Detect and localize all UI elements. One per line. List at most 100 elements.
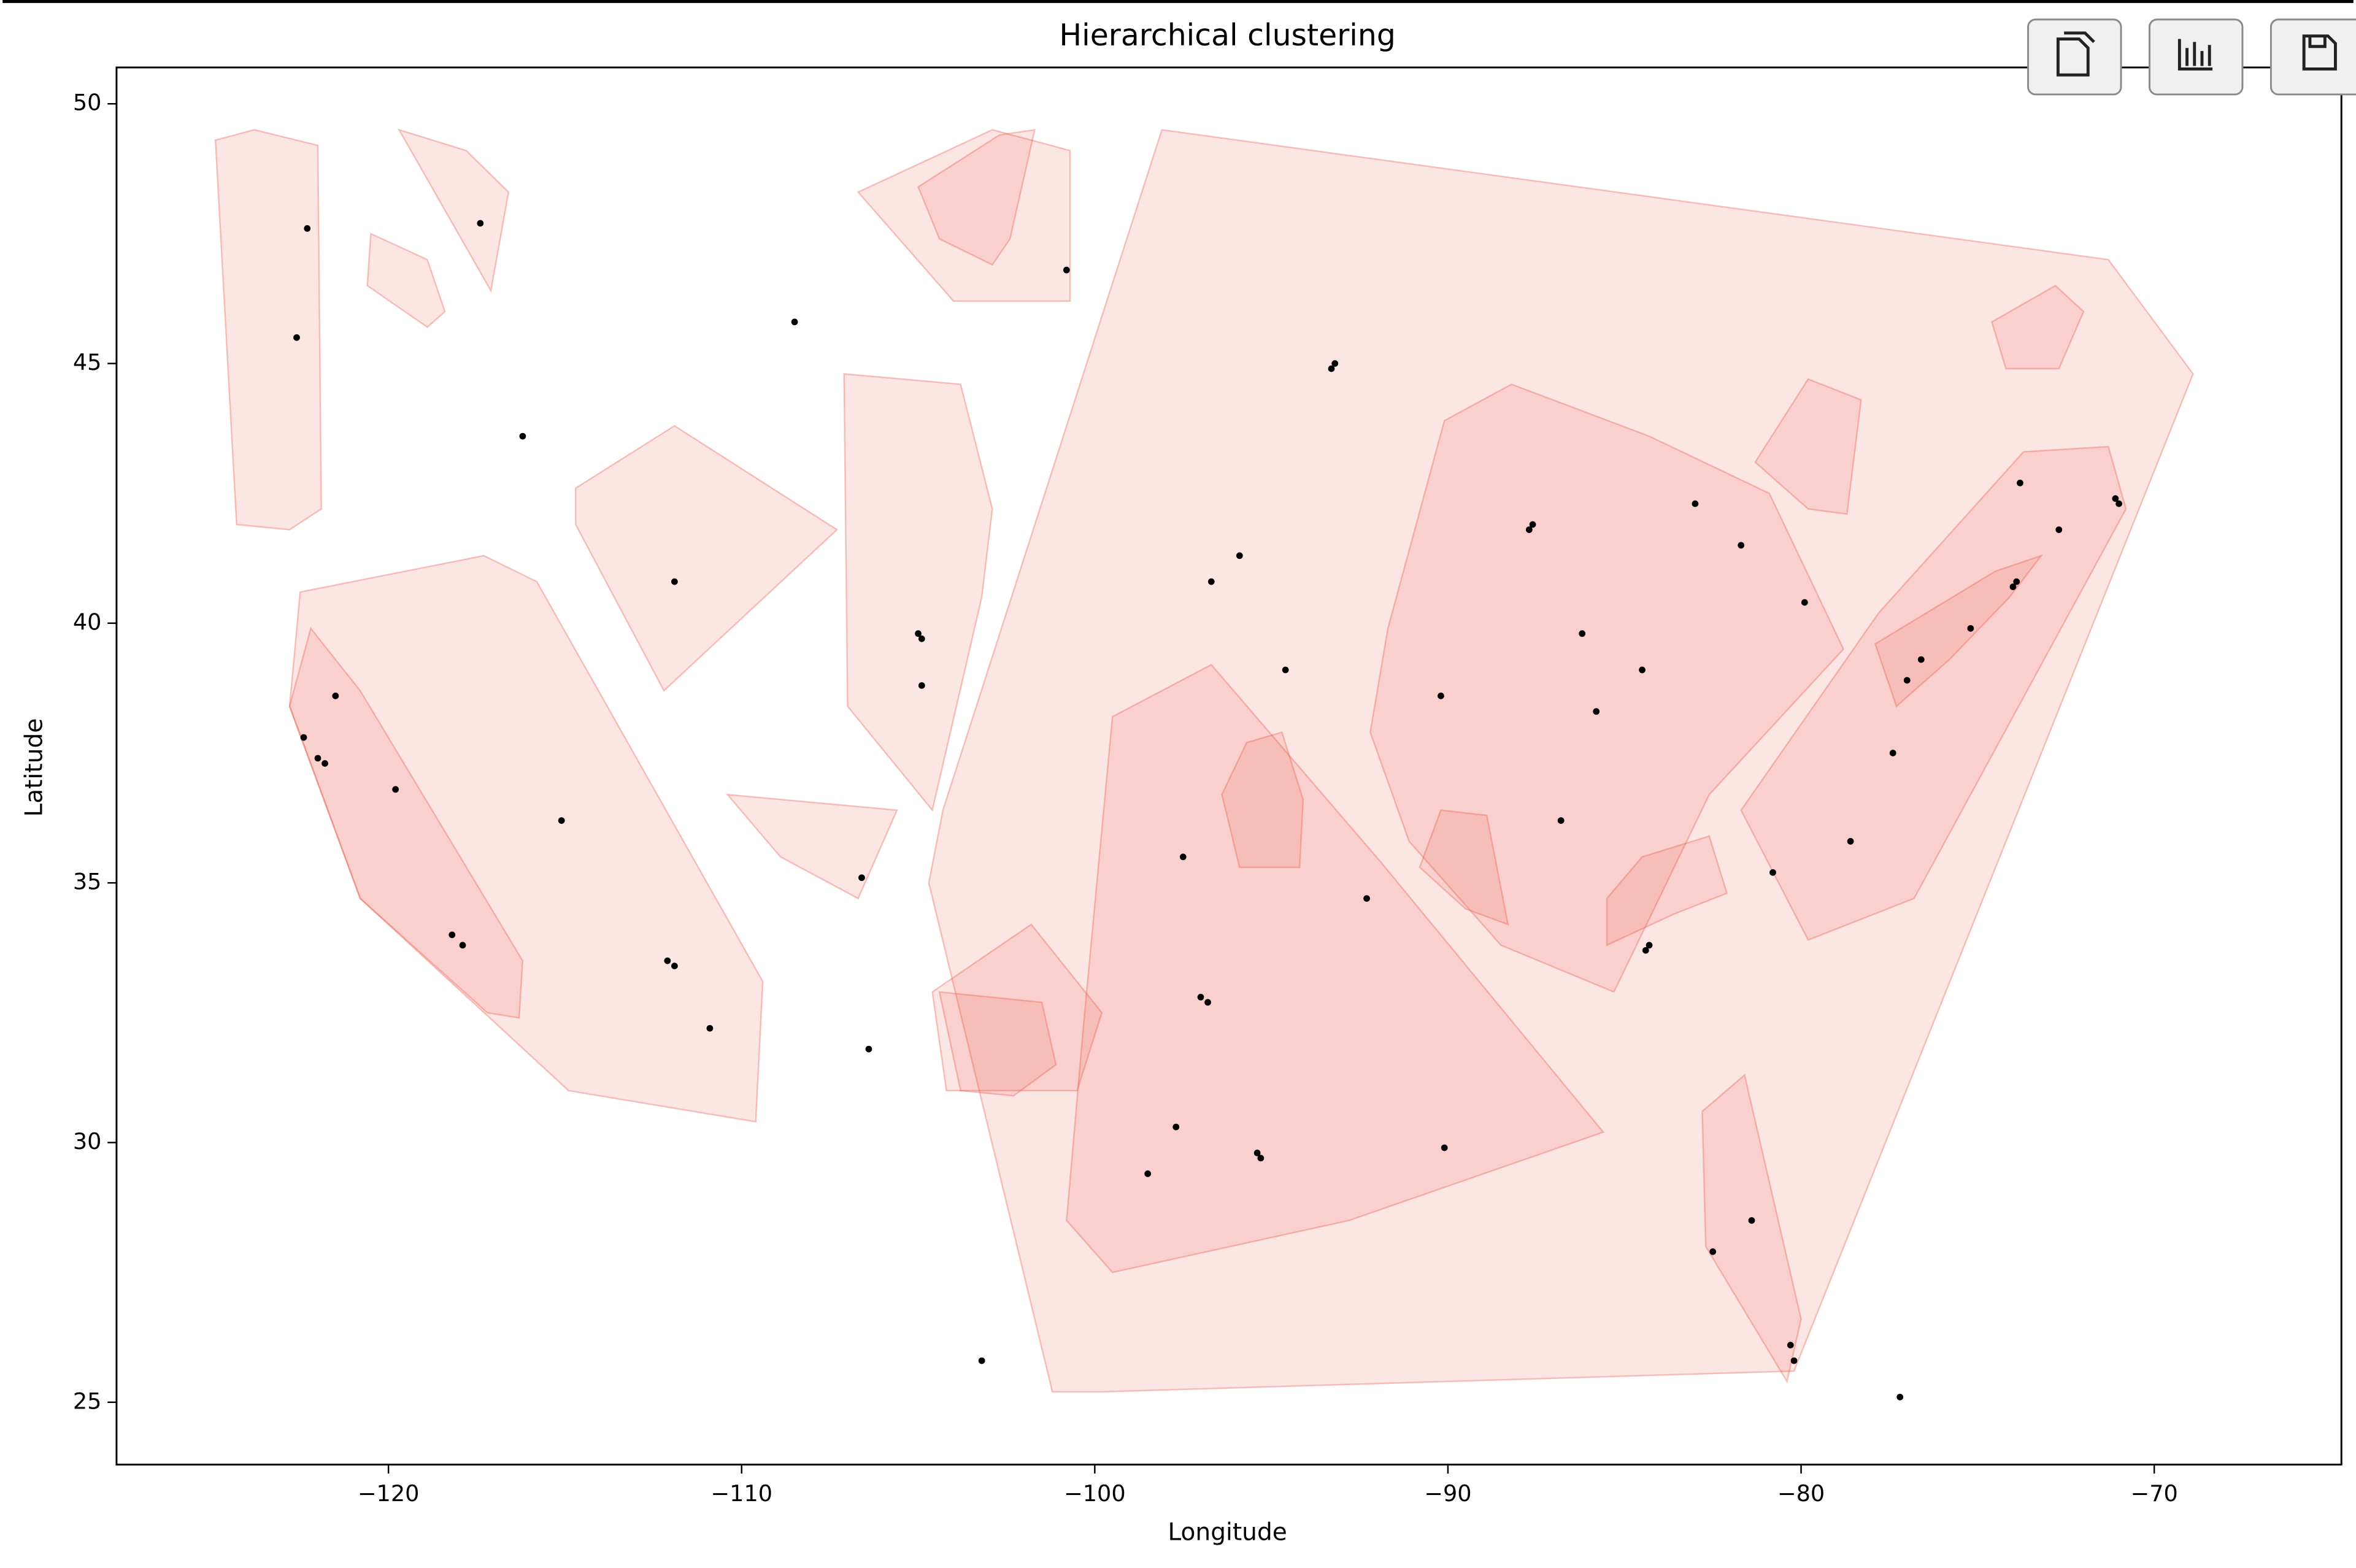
point	[1282, 666, 1289, 674]
point	[918, 682, 925, 689]
point	[304, 225, 311, 232]
point	[519, 432, 526, 440]
point	[2115, 500, 2122, 507]
cluster-hull	[917, 129, 1036, 266]
point	[865, 1045, 872, 1053]
point	[2017, 479, 2023, 486]
point	[664, 957, 671, 964]
chart-button[interactable]	[2148, 18, 2244, 96]
point	[1363, 895, 1370, 902]
point	[1441, 1144, 1448, 1151]
cluster-hull	[928, 129, 2194, 1393]
point	[1769, 869, 1776, 876]
point	[1179, 853, 1187, 861]
point	[332, 693, 339, 699]
point	[392, 786, 399, 793]
point	[1889, 750, 1896, 756]
copy-button[interactable]	[2027, 18, 2122, 96]
point	[1557, 817, 1565, 824]
x-tick-label: −90	[1424, 1480, 1471, 1507]
point	[1790, 1357, 1798, 1364]
point	[1709, 1248, 1717, 1255]
point	[1197, 994, 1204, 1001]
point	[978, 1357, 985, 1364]
y-tick-label: 40	[73, 609, 102, 635]
cluster-hull	[843, 373, 993, 812]
cluster-hull	[397, 128, 510, 293]
y-tick-label: 35	[73, 869, 102, 895]
cluster-hull	[725, 793, 898, 900]
cluster-hull	[1606, 835, 1728, 947]
point	[2013, 578, 2020, 585]
point	[1144, 1170, 1152, 1177]
point	[1172, 1123, 1180, 1131]
y-tick-label: 25	[73, 1388, 102, 1414]
cluster-hull	[366, 233, 446, 328]
x-axis-label: Longitude	[1168, 1518, 1287, 1546]
point	[915, 630, 922, 637]
cluster-hull	[1754, 378, 1862, 515]
x-tick-label: −120	[358, 1480, 420, 1507]
point	[1692, 500, 1699, 507]
save-button[interactable]	[2269, 18, 2356, 96]
point	[1896, 1393, 1904, 1401]
x-tick-label: −100	[1064, 1480, 1126, 1507]
point	[1801, 599, 1808, 606]
cluster-hull	[1369, 383, 1845, 993]
cluster-hull	[857, 129, 1071, 302]
y-axis-label: Latitude	[20, 718, 48, 817]
cluster-hull	[1740, 445, 2127, 941]
cluster-hull	[1419, 809, 1509, 926]
point	[1204, 999, 1211, 1006]
point	[1787, 1342, 1794, 1349]
point	[1593, 708, 1600, 715]
point	[314, 755, 321, 762]
point	[300, 734, 307, 741]
point	[1967, 625, 1974, 632]
point	[459, 942, 466, 949]
point	[448, 931, 456, 939]
cluster-hull	[931, 923, 1103, 1092]
point	[1529, 521, 1536, 528]
x-tick-label: −80	[1777, 1480, 1825, 1507]
point	[2009, 583, 2017, 590]
x-tick-label: −110	[710, 1480, 772, 1507]
y-tick-label: 45	[73, 349, 102, 375]
point	[1738, 542, 1745, 549]
point	[1207, 578, 1215, 585]
point	[1236, 552, 1243, 559]
point	[2112, 495, 2119, 502]
point	[1639, 666, 1646, 674]
point	[1525, 526, 1533, 533]
point	[1257, 1155, 1265, 1162]
point	[1847, 838, 1854, 845]
cluster-hull	[288, 555, 764, 1123]
cluster-hull	[574, 425, 839, 692]
cluster-hull	[1874, 554, 2044, 708]
point	[706, 1024, 714, 1032]
point	[1748, 1217, 1755, 1224]
point	[1328, 365, 1335, 372]
cluster-hull	[938, 991, 1057, 1097]
point	[1642, 947, 1649, 954]
point	[671, 963, 678, 970]
y-tick-label: 30	[73, 1128, 102, 1155]
point	[321, 760, 328, 767]
cluster-hull	[1066, 664, 1605, 1274]
point	[477, 220, 484, 227]
cluster-hull	[214, 129, 323, 531]
point	[1438, 693, 1444, 699]
point	[791, 318, 798, 326]
x-tick-label: −70	[2130, 1480, 2177, 1507]
point	[671, 578, 678, 585]
point	[1903, 677, 1911, 684]
point	[1579, 630, 1586, 637]
point	[1253, 1150, 1261, 1156]
point	[1646, 942, 1653, 949]
cluster-hull	[1701, 1074, 1802, 1384]
axes-frame	[115, 66, 2343, 1466]
point	[293, 334, 300, 341]
